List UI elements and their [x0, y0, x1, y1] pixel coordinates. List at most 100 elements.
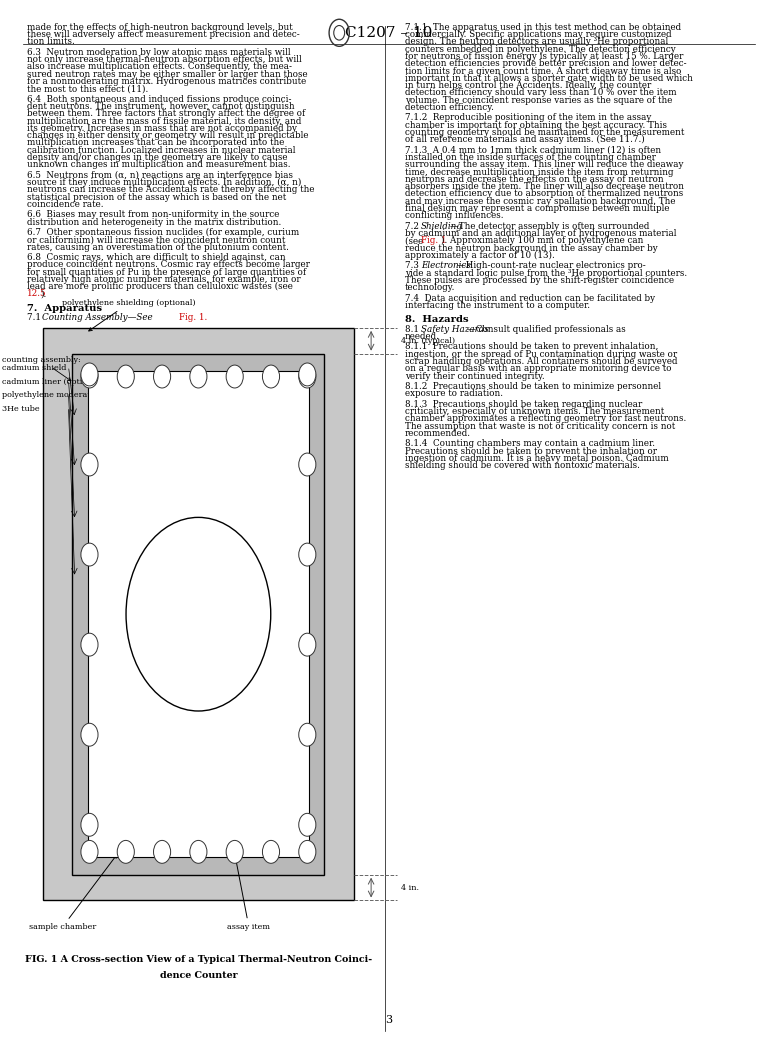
Circle shape — [299, 363, 316, 386]
Circle shape — [299, 723, 316, 746]
Text: lead are more prolific producers than celluloxic wastes (see: lead are more prolific producers than ce… — [27, 282, 293, 291]
Text: 12.5: 12.5 — [27, 289, 47, 299]
Text: interfacing the instrument to a computer.: interfacing the instrument to a computer… — [405, 301, 590, 310]
Text: assay item: assay item — [206, 710, 271, 932]
Text: 6.8  Cosmic rays, which are difficult to shield against, can: 6.8 Cosmic rays, which are difficult to … — [27, 253, 286, 262]
Text: dent neutrons. The instrument, however, cannot distinguish: dent neutrons. The instrument, however, … — [27, 102, 295, 111]
Circle shape — [299, 633, 316, 656]
Text: rates, causing an overestimation of the plutonium content.: rates, causing an overestimation of the … — [27, 243, 289, 252]
Text: 7.2: 7.2 — [405, 222, 424, 231]
Text: 7.1: 7.1 — [27, 313, 47, 323]
Text: 7.  Apparatus: 7. Apparatus — [27, 304, 103, 313]
Circle shape — [81, 840, 98, 863]
Circle shape — [81, 633, 98, 656]
Text: 8.1: 8.1 — [405, 325, 424, 334]
Text: time, decrease multiplication inside the item from returning: time, decrease multiplication inside the… — [405, 168, 673, 177]
Circle shape — [299, 453, 316, 476]
Circle shape — [117, 365, 135, 388]
Bar — [43, 328, 354, 900]
Circle shape — [81, 453, 98, 476]
Text: coincidence rate.: coincidence rate. — [27, 200, 103, 209]
Text: detection efficiency should vary less than 10 % over the item: detection efficiency should vary less th… — [405, 88, 676, 98]
Text: multiplication increases that can be incorporated into the: multiplication increases that can be inc… — [27, 138, 285, 148]
Text: approximately a factor of 10 (13).: approximately a factor of 10 (13). — [405, 251, 554, 260]
Circle shape — [262, 840, 279, 863]
Circle shape — [153, 840, 170, 863]
Text: counting geometry should be maintained for the measurement: counting geometry should be maintained f… — [405, 128, 684, 137]
Circle shape — [226, 365, 244, 388]
Text: Precautions should be taken to prevent the inhalation or: Precautions should be taken to prevent t… — [405, 447, 657, 456]
Text: 7.1.1  The apparatus used in this test method can be obtained: 7.1.1 The apparatus used in this test me… — [405, 23, 681, 32]
Text: 6.7  Other spontaneous fission nuclides (for example, curium: 6.7 Other spontaneous fission nuclides (… — [27, 228, 300, 237]
Bar — [72, 354, 324, 874]
Text: for neutrons of fission energy is typically at least 15 %. Larger: for neutrons of fission energy is typica… — [405, 52, 683, 61]
Text: recommended.: recommended. — [405, 429, 471, 438]
Text: The assumption that waste is not of criticality concern is not: The assumption that waste is not of crit… — [405, 422, 675, 431]
Text: —High-count-rate nuclear electronics pro-: —High-count-rate nuclear electronics pro… — [457, 261, 646, 271]
Text: shielding should be covered with nontoxic materials.: shielding should be covered with nontoxi… — [405, 461, 640, 471]
Circle shape — [81, 543, 98, 566]
Text: these will adversely affect measurement precision and detec-: these will adversely affect measurement … — [27, 30, 300, 40]
Text: reduce the neutron background in the assay chamber by: reduce the neutron background in the ass… — [405, 244, 657, 253]
Text: chamber approximates a reflecting geometry for fast neutrons.: chamber approximates a reflecting geomet… — [405, 414, 686, 424]
Text: for a nonmoderating matrix. Hydrogenous matrices contribute: for a nonmoderating matrix. Hydrogenous … — [27, 77, 307, 86]
Text: FIG. 1 A Cross-section View of a Typical Thermal-Neutron Coinci-: FIG. 1 A Cross-section View of a Typical… — [25, 955, 372, 964]
Text: 7.1.3  A 0.4 mm to 1mm thick cadmium liner (12) is often: 7.1.3 A 0.4 mm to 1mm thick cadmium line… — [405, 146, 661, 155]
Text: 8.1.3  Precautions should be taken regarding nuclear: 8.1.3 Precautions should be taken regard… — [405, 400, 642, 409]
Text: not only increase thermal-neutron absorption effects, but will: not only increase thermal-neutron absorp… — [27, 55, 302, 65]
Text: tion limits for a given count time. A short dieaway time is also: tion limits for a given count time. A sh… — [405, 67, 681, 76]
Text: Counting Assembly—See: Counting Assembly—See — [42, 313, 156, 323]
Text: 4 in.: 4 in. — [401, 884, 419, 891]
Text: These pulses are processed by the shift-register coincidence: These pulses are processed by the shift-… — [405, 276, 674, 285]
Text: Shielding: Shielding — [421, 222, 463, 231]
Text: Fig. 1.: Fig. 1. — [179, 313, 207, 323]
Text: 8.1.4  Counting chambers may contain a cadmium liner.: 8.1.4 Counting chambers may contain a ca… — [405, 439, 654, 449]
Text: between them. Three factors that strongly affect the degree of: between them. Three factors that strongl… — [27, 109, 306, 119]
Text: 7.1.2  Reproducible positioning of the item in the assay: 7.1.2 Reproducible positioning of the it… — [405, 113, 651, 123]
Text: its geometry. Increases in mass that are not accompanied by: its geometry. Increases in mass that are… — [27, 124, 297, 133]
Text: 8.  Hazards: 8. Hazards — [405, 315, 468, 325]
Text: 3: 3 — [385, 1015, 393, 1025]
Circle shape — [153, 365, 170, 388]
Text: 6.6  Biases may result from non-uniformity in the source: 6.6 Biases may result from non-uniformit… — [27, 210, 279, 220]
Text: cadmium shield: cadmium shield — [2, 364, 66, 372]
Text: distribution and heterogeneity in the matrix distribution.: distribution and heterogeneity in the ma… — [27, 218, 282, 227]
Text: counting assembly:: counting assembly: — [2, 356, 80, 381]
Text: technology.: technology. — [405, 283, 455, 293]
Circle shape — [299, 840, 316, 863]
Text: chamber is important for obtaining the best accuracy. This: chamber is important for obtaining the b… — [405, 121, 667, 130]
Text: scrap handling operations. All containers should be surveyed: scrap handling operations. All container… — [405, 357, 677, 366]
Text: unknown changes in multiplication and measurement bias.: unknown changes in multiplication and me… — [27, 160, 291, 170]
Text: 8.1.2  Precautions should be taken to minimize personnel: 8.1.2 Precautions should be taken to min… — [405, 382, 661, 391]
Text: surrounding the assay item. This liner will reduce the dieaway: surrounding the assay item. This liner w… — [405, 160, 683, 170]
Text: 7.4  Data acquisition and reduction can be facilitated by: 7.4 Data acquisition and reduction can b… — [405, 294, 654, 303]
Text: neutrons and decrease the effects on the assay of neutron: neutrons and decrease the effects on the… — [405, 175, 663, 184]
Text: 8.1.1  Precautions should be taken to prevent inhalation,: 8.1.1 Precautions should be taken to pre… — [405, 342, 658, 352]
Text: 7.3: 7.3 — [405, 261, 424, 271]
Text: installed on the inside surfaces of the counting chamber: installed on the inside surfaces of the … — [405, 153, 655, 162]
Text: density and/or changes in the geometry are likely to cause: density and/or changes in the geometry a… — [27, 153, 288, 162]
Text: C1207 – 10: C1207 – 10 — [345, 26, 433, 40]
Text: of all reference materials and assay items. (See 11.7.): of all reference materials and assay ite… — [405, 135, 644, 145]
Circle shape — [126, 517, 271, 711]
Circle shape — [81, 365, 98, 388]
Text: detection efficiency.: detection efficiency. — [405, 103, 493, 112]
Text: by cadmium and an additional layer of hydrogenous material: by cadmium and an additional layer of hy… — [405, 229, 676, 238]
Text: commercially. Specific applications may require customized: commercially. Specific applications may … — [405, 30, 671, 40]
Text: 6.4  Both spontaneous and induced fissions produce coinci-: 6.4 Both spontaneous and induced fission… — [27, 95, 292, 104]
Text: changes in either density or geometry will result in predictable: changes in either density or geometry wi… — [27, 131, 309, 141]
Text: 4 in. (typical): 4 in. (typical) — [401, 337, 455, 345]
Text: exposure to radiation.: exposure to radiation. — [405, 389, 503, 399]
Text: Fig. 1: Fig. 1 — [421, 236, 447, 246]
Text: Electronics: Electronics — [421, 261, 471, 271]
Text: absorbers inside the item. The liner will also decrease neutron: absorbers inside the item. The liner wil… — [405, 182, 684, 192]
Text: 6.3  Neutron moderation by low atomic mass materials will: 6.3 Neutron moderation by low atomic mas… — [27, 48, 291, 57]
Text: conflicting influences.: conflicting influences. — [405, 211, 503, 221]
Circle shape — [299, 365, 316, 388]
Text: relatively high atomic number materials, for example, iron or: relatively high atomic number materials,… — [27, 275, 301, 284]
Text: ).: ). — [40, 289, 47, 299]
Text: vide a standard logic pulse from the ³He proportional counters.: vide a standard logic pulse from the ³He… — [405, 269, 687, 278]
Circle shape — [190, 365, 207, 388]
Text: 3He tube: 3He tube — [2, 405, 39, 412]
Text: ingestion of cadmium. It is a heavy metal poison. Cadmium: ingestion of cadmium. It is a heavy meta… — [405, 454, 668, 463]
